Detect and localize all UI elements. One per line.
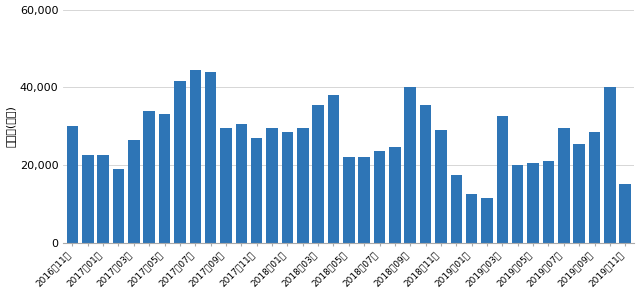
Bar <box>205 72 216 243</box>
Bar <box>481 198 493 243</box>
Bar <box>573 143 585 243</box>
Bar <box>466 194 477 243</box>
Bar <box>435 130 447 243</box>
Bar <box>82 155 93 243</box>
Bar <box>220 128 232 243</box>
Bar <box>543 161 554 243</box>
Bar <box>451 175 462 243</box>
Bar <box>328 95 339 243</box>
Bar <box>67 126 78 243</box>
Bar <box>343 157 355 243</box>
Bar <box>604 87 616 243</box>
Bar <box>527 163 539 243</box>
Bar <box>312 105 324 243</box>
Bar <box>113 169 124 243</box>
Bar <box>189 70 201 243</box>
Bar <box>558 128 570 243</box>
Bar <box>282 132 293 243</box>
Bar <box>266 128 278 243</box>
Bar <box>97 155 109 243</box>
Bar <box>358 157 370 243</box>
Bar <box>404 87 416 243</box>
Bar <box>236 124 247 243</box>
Bar <box>128 140 140 243</box>
Bar <box>589 132 600 243</box>
Bar <box>159 114 170 243</box>
Bar <box>297 128 308 243</box>
Bar <box>389 147 401 243</box>
Bar <box>420 105 431 243</box>
Bar <box>620 184 631 243</box>
Y-axis label: 거래량(건수): 거래량(건수) <box>6 105 15 147</box>
Bar <box>251 138 262 243</box>
Bar <box>143 111 155 243</box>
Bar <box>512 165 524 243</box>
Bar <box>374 151 385 243</box>
Bar <box>497 116 508 243</box>
Bar <box>174 81 186 243</box>
